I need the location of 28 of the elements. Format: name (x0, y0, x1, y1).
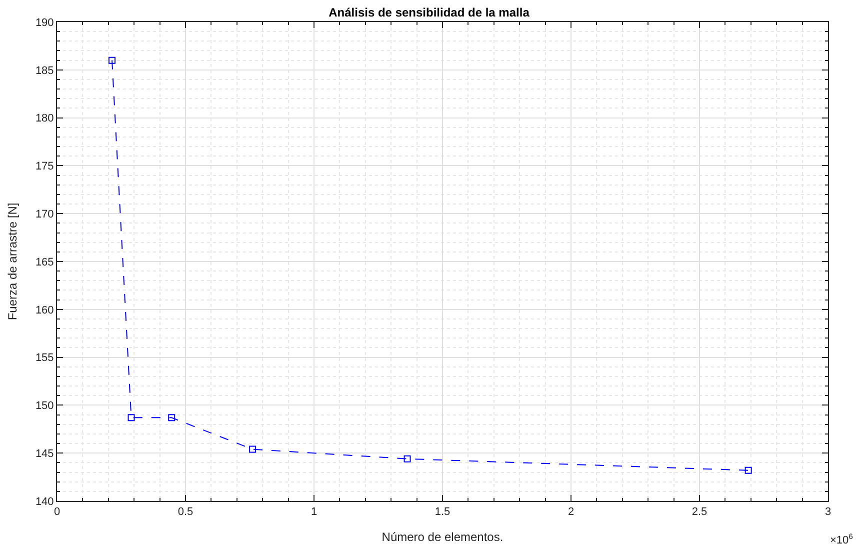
y-tick-label: 145 (35, 448, 54, 460)
x-tick-label: 0 (54, 506, 60, 518)
x-axis-title: Número de elementos. (382, 530, 504, 544)
point (249, 446, 256, 453)
y-tick-label: 185 (35, 64, 54, 77)
y-tick-label: 170 (35, 208, 54, 220)
point (404, 455, 411, 462)
x-tick-label: 0.5 (178, 506, 194, 518)
y-tick-label: 155 (35, 352, 54, 364)
point (168, 414, 176, 422)
y-tick-label: 160 (35, 304, 54, 316)
y-tick-label: 175 (35, 160, 54, 173)
x-tick-label: 2 (568, 506, 574, 518)
point (744, 466, 752, 474)
x-tick-label: 1.5 (434, 506, 450, 518)
chart-title: Análisis de sensibilidad de la malla (328, 6, 530, 20)
y-axis-title: Fuerza de arrastre [N] (6, 202, 20, 320)
x-tick-label: 1 (310, 506, 318, 518)
y-tick-label: 190 (35, 16, 54, 29)
x-tick-label: 2.5 (692, 506, 708, 518)
x-tick-label: 3 (824, 506, 832, 518)
point (108, 56, 116, 64)
y-tick-label: 180 (35, 112, 54, 125)
y-tick-label: 150 (35, 400, 54, 412)
point (128, 414, 135, 422)
y-tick-label: 140 (35, 496, 54, 508)
text: ×10$^{6}$ (830, 532, 853, 547)
y-tick-label: 165 (35, 256, 54, 268)
